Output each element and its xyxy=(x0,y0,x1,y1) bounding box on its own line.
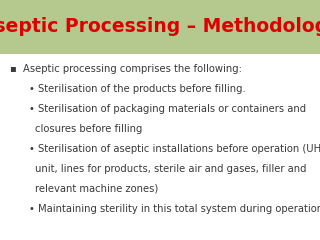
FancyBboxPatch shape xyxy=(0,0,320,54)
Text: closures before filling: closures before filling xyxy=(35,124,143,134)
Text: • Maintaining sterility in this total system during operation: • Maintaining sterility in this total sy… xyxy=(29,204,320,214)
Text: • Sterilisation of aseptic installations before operation (UHT: • Sterilisation of aseptic installations… xyxy=(29,144,320,154)
Text: ▪  Aseptic processing comprises the following:: ▪ Aseptic processing comprises the follo… xyxy=(10,64,242,74)
Text: relevant machine zones): relevant machine zones) xyxy=(35,184,158,194)
Text: • Sterilisation of packaging materials or containers and: • Sterilisation of packaging materials o… xyxy=(29,104,306,114)
Text: Aseptic Processing – Methodology: Aseptic Processing – Methodology xyxy=(0,18,320,36)
Text: unit, lines for products, sterile air and gases, filler and: unit, lines for products, sterile air an… xyxy=(35,164,307,174)
Text: • Sterilisation of the products before filling.: • Sterilisation of the products before f… xyxy=(29,84,245,94)
